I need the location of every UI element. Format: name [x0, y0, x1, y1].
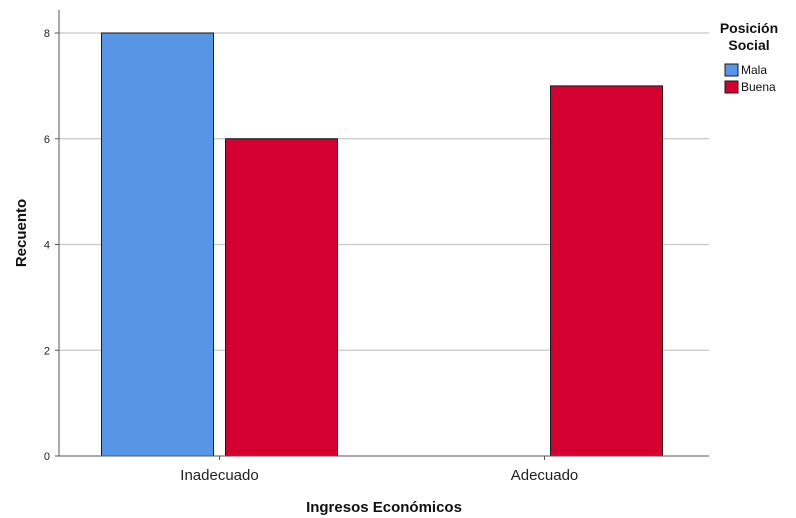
legend-title-line1: Posición [720, 20, 778, 36]
legend-swatch-buena [724, 80, 739, 94]
legend: Posición Social Mala Buena [720, 20, 778, 94]
bar-mala-inadecuado [101, 32, 214, 457]
x-tick-label: Adecuado [511, 467, 579, 484]
y-tick-label: 8 [44, 28, 50, 40]
legend-items: Mala Buena [724, 63, 776, 94]
bar-buena-inadecuado [225, 138, 338, 457]
x-tick-label: Inadecuado [180, 467, 258, 484]
y-tick-label: 2 [44, 345, 50, 357]
bar-buena-adecuado [550, 85, 663, 457]
y-tick-label: 0 [44, 451, 50, 463]
y-axis-title: Recuento [13, 199, 30, 267]
y-tick-label: 6 [44, 134, 50, 146]
legend-label-mala: Mala [741, 63, 767, 77]
legend-swatch-mala [724, 63, 739, 77]
x-tick-labels: Inadecuado Adecuado [180, 456, 578, 484]
axes [58, 10, 709, 457]
y-tick-label: 4 [44, 240, 50, 252]
y-ticks: 0 2 4 6 8 [44, 28, 59, 463]
x-axis-title: Ingresos Económicos [306, 499, 462, 516]
legend-label-buena: Buena [741, 80, 776, 94]
legend-title-line2: Social [728, 37, 769, 53]
